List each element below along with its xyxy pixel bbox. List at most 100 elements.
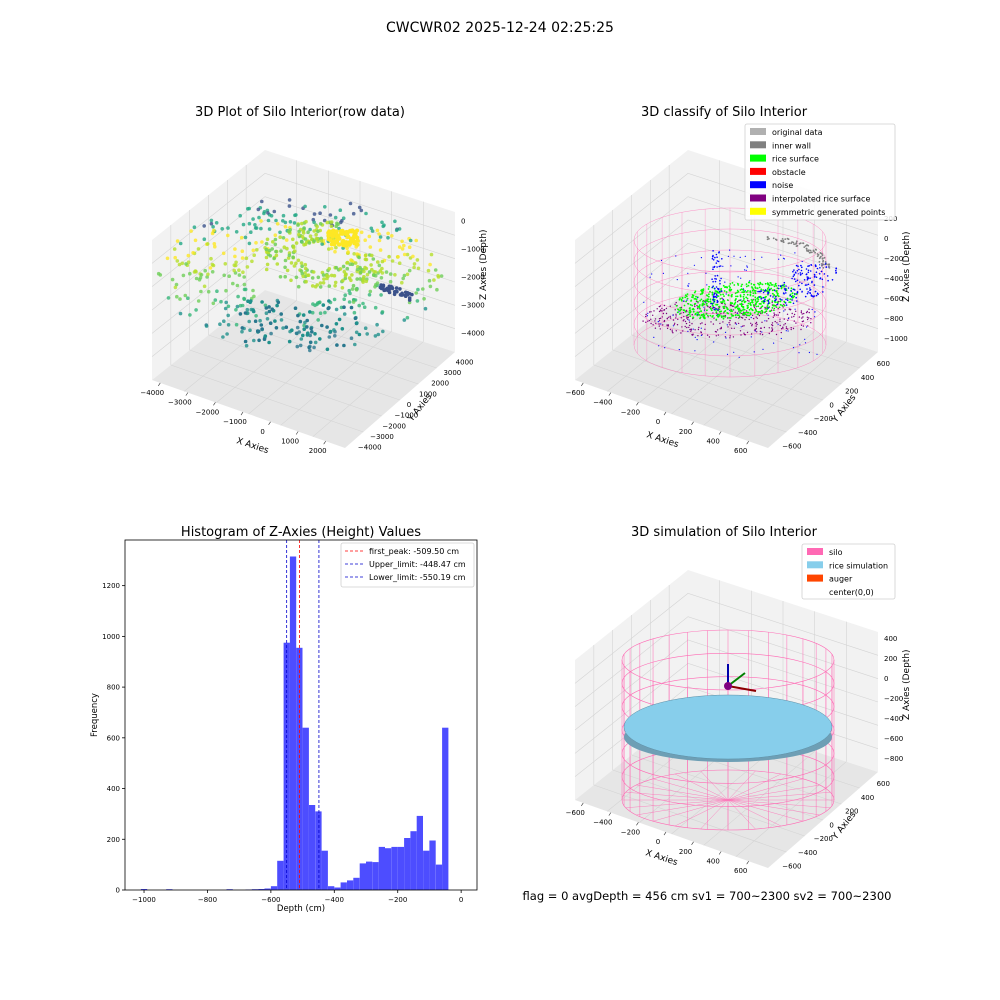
data-point — [240, 326, 245, 330]
data-point — [227, 274, 231, 279]
silo-spoke — [636, 784, 729, 801]
data-point — [365, 272, 370, 277]
interpolated-point — [808, 317, 810, 319]
legend-label: interpolated rice surface — [772, 195, 870, 204]
data-point — [377, 238, 382, 243]
data-point — [329, 220, 334, 224]
interpolated-point — [792, 327, 795, 330]
data-point — [335, 343, 339, 347]
noise-point — [762, 348, 764, 350]
data-point — [248, 328, 252, 333]
noise-point — [792, 270, 794, 273]
data-point — [378, 248, 383, 252]
silo-spoke — [727, 799, 804, 822]
data-point — [246, 207, 250, 211]
y-tick-label: 1000 — [102, 633, 120, 641]
rice-surface-point — [745, 296, 748, 299]
noise-point — [807, 276, 809, 279]
data-point — [224, 288, 228, 293]
data-point — [186, 260, 191, 265]
data-point — [324, 273, 329, 278]
data-point — [318, 211, 322, 215]
interpolated-point — [767, 317, 770, 320]
interpolated-point — [687, 316, 689, 319]
interpolated-point — [710, 321, 712, 323]
noise-point — [729, 309, 731, 311]
data-point — [282, 245, 287, 249]
rice-surface-point — [757, 296, 759, 299]
rice-surface-point — [754, 290, 757, 292]
data-point — [183, 293, 188, 298]
interpolated-point — [810, 322, 812, 324]
inner-wall-point — [827, 263, 830, 266]
interpolated-point — [778, 311, 781, 314]
data-point — [343, 293, 348, 298]
rice-surface-point — [778, 306, 781, 309]
silo-spoke — [727, 784, 820, 801]
rice-surface-point — [698, 305, 701, 307]
inner-wall-point — [782, 241, 785, 244]
noise-point — [815, 290, 817, 292]
data-point — [258, 318, 262, 323]
interpolated-point — [658, 310, 661, 313]
rice-surface-point — [730, 303, 732, 305]
y-tick-label: 0 — [407, 401, 411, 409]
rice-surface-point — [705, 313, 708, 315]
interpolated-point — [763, 326, 766, 329]
noise-point — [725, 331, 727, 333]
silo-spoke — [727, 799, 831, 808]
rice-surface-point — [709, 290, 711, 293]
rice-surface-point — [715, 318, 718, 321]
y-tick-label: −200 — [814, 415, 833, 423]
data-point — [218, 322, 222, 327]
rice-surface-point — [744, 313, 746, 316]
inner-wall-point — [793, 243, 795, 246]
data-point — [304, 219, 308, 224]
rice-surface-point — [765, 310, 768, 313]
data-point — [194, 308, 198, 312]
data-point — [184, 262, 188, 266]
noise-point — [717, 260, 720, 263]
data-point — [212, 228, 216, 233]
data-point — [268, 321, 273, 326]
interpolated-point — [806, 310, 808, 313]
data-point — [341, 278, 345, 283]
histogram-bar — [347, 880, 354, 890]
noise-point — [794, 293, 796, 295]
data-point — [381, 329, 385, 334]
noise-point — [730, 265, 732, 267]
data-point — [264, 255, 269, 260]
data-point — [368, 245, 373, 249]
noise-point — [719, 265, 722, 267]
data-point — [273, 242, 278, 247]
rice-surface-point — [689, 303, 692, 306]
inner-wall-point — [816, 255, 819, 258]
noise-point — [793, 278, 796, 280]
noise-point — [779, 298, 781, 300]
interpolated-point — [684, 320, 687, 323]
histogram-bar — [302, 727, 309, 890]
data-point — [287, 339, 292, 344]
interpolated-point — [688, 321, 691, 323]
noise-point — [801, 272, 804, 275]
interpolated-point — [801, 317, 803, 319]
data-point — [264, 267, 269, 272]
rice-surface-point — [749, 313, 752, 316]
data-point — [341, 264, 346, 269]
data-point — [338, 229, 343, 234]
noise-point — [715, 296, 718, 299]
histogram-bar — [166, 889, 173, 890]
rice-surface-point — [688, 311, 691, 314]
data-point — [245, 307, 250, 312]
data-point — [332, 297, 337, 302]
data-point — [222, 273, 226, 278]
noise-point — [787, 317, 790, 320]
data-point — [334, 245, 338, 250]
rice-surface-point — [791, 292, 794, 294]
noise-point — [712, 250, 714, 252]
data-point — [240, 249, 245, 253]
noise-point — [696, 313, 698, 316]
legend-label: noise — [772, 181, 793, 190]
noise-point — [757, 290, 759, 293]
